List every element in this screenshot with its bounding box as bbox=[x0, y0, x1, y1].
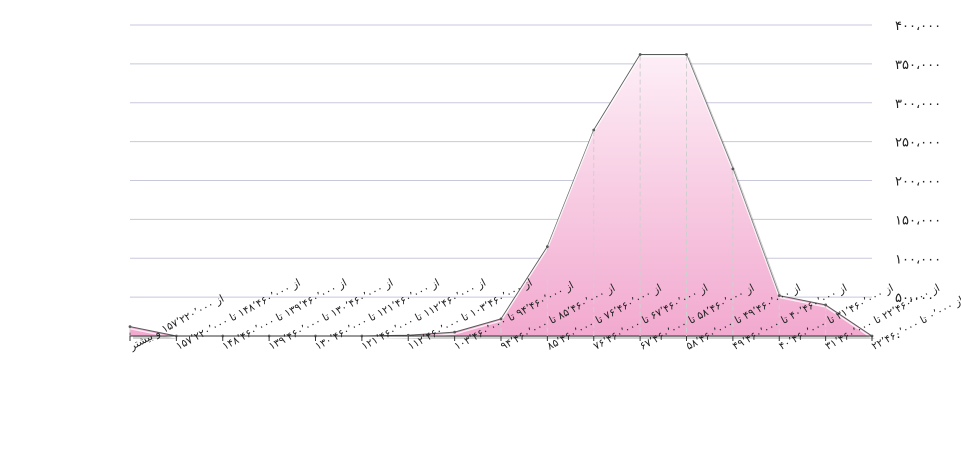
y-tick-label: ۱۰۰،۰۰۰ bbox=[895, 252, 941, 267]
y-tick-label: ۰ bbox=[895, 330, 902, 345]
y-tick-label: ۵۰،۰۰۰ bbox=[895, 291, 934, 306]
data-point bbox=[777, 294, 781, 297]
y-tick-label: ۳۰۰،۰۰۰ bbox=[895, 97, 941, 112]
y-tick-label: ۱۵۰،۰۰۰ bbox=[895, 213, 941, 228]
data-point bbox=[453, 330, 457, 334]
data-point bbox=[685, 53, 688, 56]
y-tick-label: ۲۵۰،۰۰۰ bbox=[895, 136, 941, 151]
data-point bbox=[592, 128, 596, 132]
data-point bbox=[731, 167, 735, 171]
data-point bbox=[824, 303, 828, 307]
data-point bbox=[406, 333, 410, 337]
y-tick-label: ۲۰۰،۰۰۰ bbox=[895, 175, 941, 190]
y-tick-label: ۳۵۰،۰۰۰ bbox=[895, 58, 941, 73]
gridlines bbox=[130, 24, 872, 298]
data-point bbox=[499, 317, 503, 321]
y-tick-label: ۴۰۰،۰۰۰ bbox=[895, 19, 941, 34]
y-axis-ticks: ۰ ۵۰،۰۰۰ ۱۰۰،۰۰۰ ۱۵۰،۰۰۰ ۲۰۰،۰۰۰ ۲۵۰،۰۰۰ ۳۰۰،۰… bbox=[895, 19, 941, 345]
data-point bbox=[545, 245, 549, 248]
data-point bbox=[128, 325, 132, 329]
data-point bbox=[638, 53, 642, 56]
